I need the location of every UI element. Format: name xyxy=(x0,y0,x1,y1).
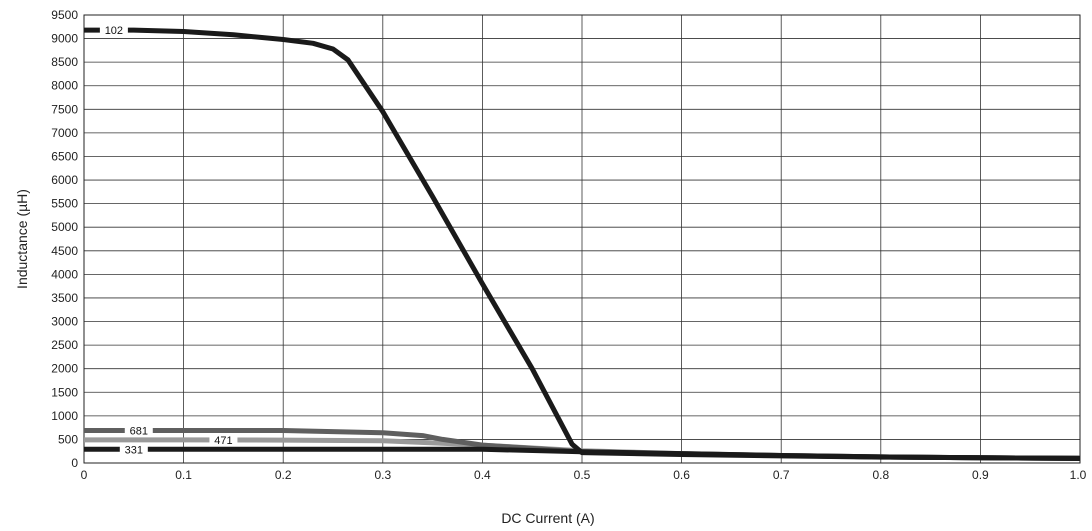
y-tick-label: 2500 xyxy=(51,338,78,352)
x-tick-label: 0.7 xyxy=(773,468,790,482)
y-tick-label: 1500 xyxy=(51,385,78,399)
series-label-bg-102 xyxy=(99,24,128,37)
y-tick-label: 4000 xyxy=(51,267,78,281)
y-tick-label: 2000 xyxy=(51,362,78,376)
y-tick-label: 8500 xyxy=(51,55,78,69)
x-axis-title: DC Current (A) xyxy=(501,510,594,526)
x-tick-label: 0.8 xyxy=(872,468,889,482)
series-label-bg-681 xyxy=(124,424,153,437)
x-tick-label: 0.2 xyxy=(275,468,292,482)
y-tick-label: 4500 xyxy=(51,244,78,258)
x-tick-label: 0.1 xyxy=(175,468,192,482)
y-tick-label: 3500 xyxy=(51,291,78,305)
x-tick-label: 0.4 xyxy=(474,468,491,482)
x-tick-label: 0.3 xyxy=(374,468,391,482)
y-tick-label: 1000 xyxy=(51,409,78,423)
y-tick-label: 0 xyxy=(71,456,78,470)
series-label-681: 681 xyxy=(130,425,148,437)
x-tick-label: 0.9 xyxy=(972,468,989,482)
y-tick-label: 8000 xyxy=(51,79,78,93)
x-tick-label: 0 xyxy=(81,468,88,482)
y-tick-label: 3000 xyxy=(51,315,78,329)
series-lines xyxy=(84,27,1081,461)
x-tick-label: 0.5 xyxy=(574,468,591,482)
x-tick-label: 1.0 xyxy=(1070,468,1087,482)
y-tick-label: 5500 xyxy=(51,197,78,211)
y-tick-label: 500 xyxy=(58,432,78,446)
y-axis-title: Inductance (µH) xyxy=(14,189,30,289)
series-label-471: 471 xyxy=(214,435,232,447)
x-tick-label: 0.6 xyxy=(673,468,690,482)
plot-frame xyxy=(83,14,1081,464)
y-tick-label: 5000 xyxy=(51,220,78,234)
y-tick-label: 7500 xyxy=(51,102,78,116)
series-label-bg-471 xyxy=(209,433,238,446)
series-labels: 471 681 331 102 xyxy=(99,24,238,456)
y-tick-label: 9000 xyxy=(51,32,78,46)
y-tick-label: 6000 xyxy=(51,173,78,187)
y-tick-label: 7000 xyxy=(51,126,78,140)
y-tick-label: 9500 xyxy=(51,8,78,22)
series-label-331: 331 xyxy=(125,444,143,456)
series-line-102 xyxy=(84,27,1081,461)
series-label-bg-331 xyxy=(119,443,148,456)
x-tick-labels: 0 0.1 0.2 0.3 0.4 0.5 0.6 0.7 0.8 0.9 1.0 xyxy=(81,468,1087,482)
series-label-102: 102 xyxy=(105,25,123,37)
y-tick-labels: 0 500 1000 1500 2000 2500 3000 3500 4000 4500 5000… xyxy=(51,8,78,470)
y-tick-label: 6500 xyxy=(51,149,78,163)
